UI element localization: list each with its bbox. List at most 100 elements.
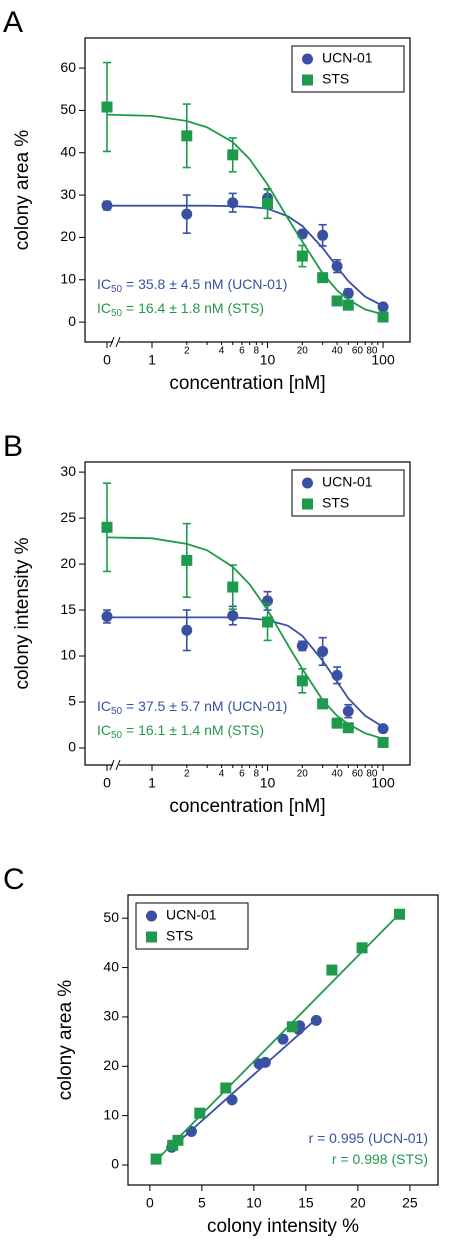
legend-label: UCN-01 [322,50,373,66]
y-tick-label: 30 [60,186,76,202]
point [317,272,329,284]
x-tick-label: 25 [402,1195,418,1211]
y-tick-label: 20 [103,1057,119,1073]
x-tick-label: 1 [148,775,156,791]
point [150,1153,162,1165]
annotation: IC50 = 37.5 ± 5.7 nM (UCN-01) [97,698,287,717]
fit-line [155,913,401,1162]
point [296,250,308,262]
point [181,130,193,142]
annotation-text: r = 0.995 (UCN-01) [309,1130,428,1146]
x-minor-tick-label: 8 [254,769,260,780]
x-minor-tick-label: 80 [366,346,378,357]
legend-marker [302,477,313,489]
point [101,521,113,533]
annotation-text: IC [97,722,111,738]
point [394,908,406,920]
point [342,705,354,717]
point [317,698,329,710]
plot-frame [127,894,439,1186]
x-tick-label: 0 [103,775,111,791]
legend-marker [146,931,157,943]
point [227,610,239,622]
y-tick-label: 20 [60,228,76,244]
legend-label: UCN-01 [166,907,217,923]
x-axis-label: colony intensity % [207,1216,359,1237]
point [296,675,308,687]
annotation-subscript: 50 [111,706,123,717]
point [377,311,389,323]
legend-marker [302,498,313,510]
point [226,1094,238,1106]
y-tick-label: 15 [60,601,76,617]
y-tick-label: 30 [103,1008,119,1024]
annotation: IC50 = 35.8 ± 4.5 nM (UCN-01) [97,276,287,295]
x-tick-label: 0 [103,352,111,368]
annotation-text: IC [97,276,111,292]
x-minor-tick-label: 40 [332,346,344,357]
x-minor-tick-label: 80 [366,769,378,780]
x-minor-tick-label: 6 [239,346,245,357]
axis-break [109,759,115,771]
point [253,1058,265,1070]
x-minor-tick-label: 8 [254,346,260,357]
annotation-text: = 16.1 ± 1.4 nM (STS) [122,722,264,738]
x-axis-label: concentration [nM] [169,796,325,817]
point [342,722,354,734]
legend-label: STS [322,71,349,87]
point [377,301,389,313]
panel-letter: C [3,863,25,896]
annotation-subscript: 50 [111,730,123,741]
legend-marker [146,910,157,922]
x-minor-tick-label: 4 [219,769,225,780]
x-tick-label: 10 [260,352,276,368]
y-axis-label: colony area % [55,980,76,1101]
annotation: r = 0.995 (UCN-01) [309,1130,428,1146]
point [377,723,389,735]
x-minor-tick-label: 6 [239,769,245,780]
point [181,208,193,220]
point [262,198,274,210]
x-minor-tick-label: 20 [297,769,309,780]
legend-marker [302,53,313,65]
x-minor-tick-label: 20 [297,346,309,357]
y-tick-label: 25 [60,509,76,525]
annotation-subscript: 50 [111,284,123,295]
y-tick-label: 0 [68,313,76,329]
plot-frame [84,37,411,343]
x-minor-tick-label: 60 [352,346,364,357]
annotation-text: = 37.5 ± 5.7 nM (UCN-01) [122,698,287,714]
x-minor-tick-label: 2 [184,346,190,357]
x-tick-label: 10 [260,775,276,791]
axis-break [113,339,119,345]
legend-marker [302,74,313,86]
point [101,101,113,113]
point [181,554,193,566]
point [286,1021,298,1033]
y-tick-label: 10 [60,647,76,663]
y-tick-label: 5 [68,693,76,709]
y-tick-label: 60 [60,59,76,75]
point [326,964,338,976]
point [310,1014,322,1026]
annotation-text: = 35.8 ± 4.5 nM (UCN-01) [122,276,287,292]
point [181,624,193,636]
y-axis-label: colony area % [12,130,33,251]
x-minor-tick-label: 2 [184,769,190,780]
x-minor-tick-label: 40 [332,769,344,780]
plot-frame [84,461,411,766]
y-tick-label: 50 [60,101,76,117]
x-tick-label: 0 [146,1195,154,1211]
point [317,645,329,657]
axis-break [115,336,121,348]
axis-break [115,759,121,771]
panel-letter: B [3,430,23,463]
annotation-text: IC [97,698,111,714]
x-minor-tick-label: 4 [219,346,225,357]
point [342,287,354,299]
point [356,942,368,954]
point [377,736,389,748]
point [331,260,343,272]
y-tick-label: 50 [103,909,119,925]
